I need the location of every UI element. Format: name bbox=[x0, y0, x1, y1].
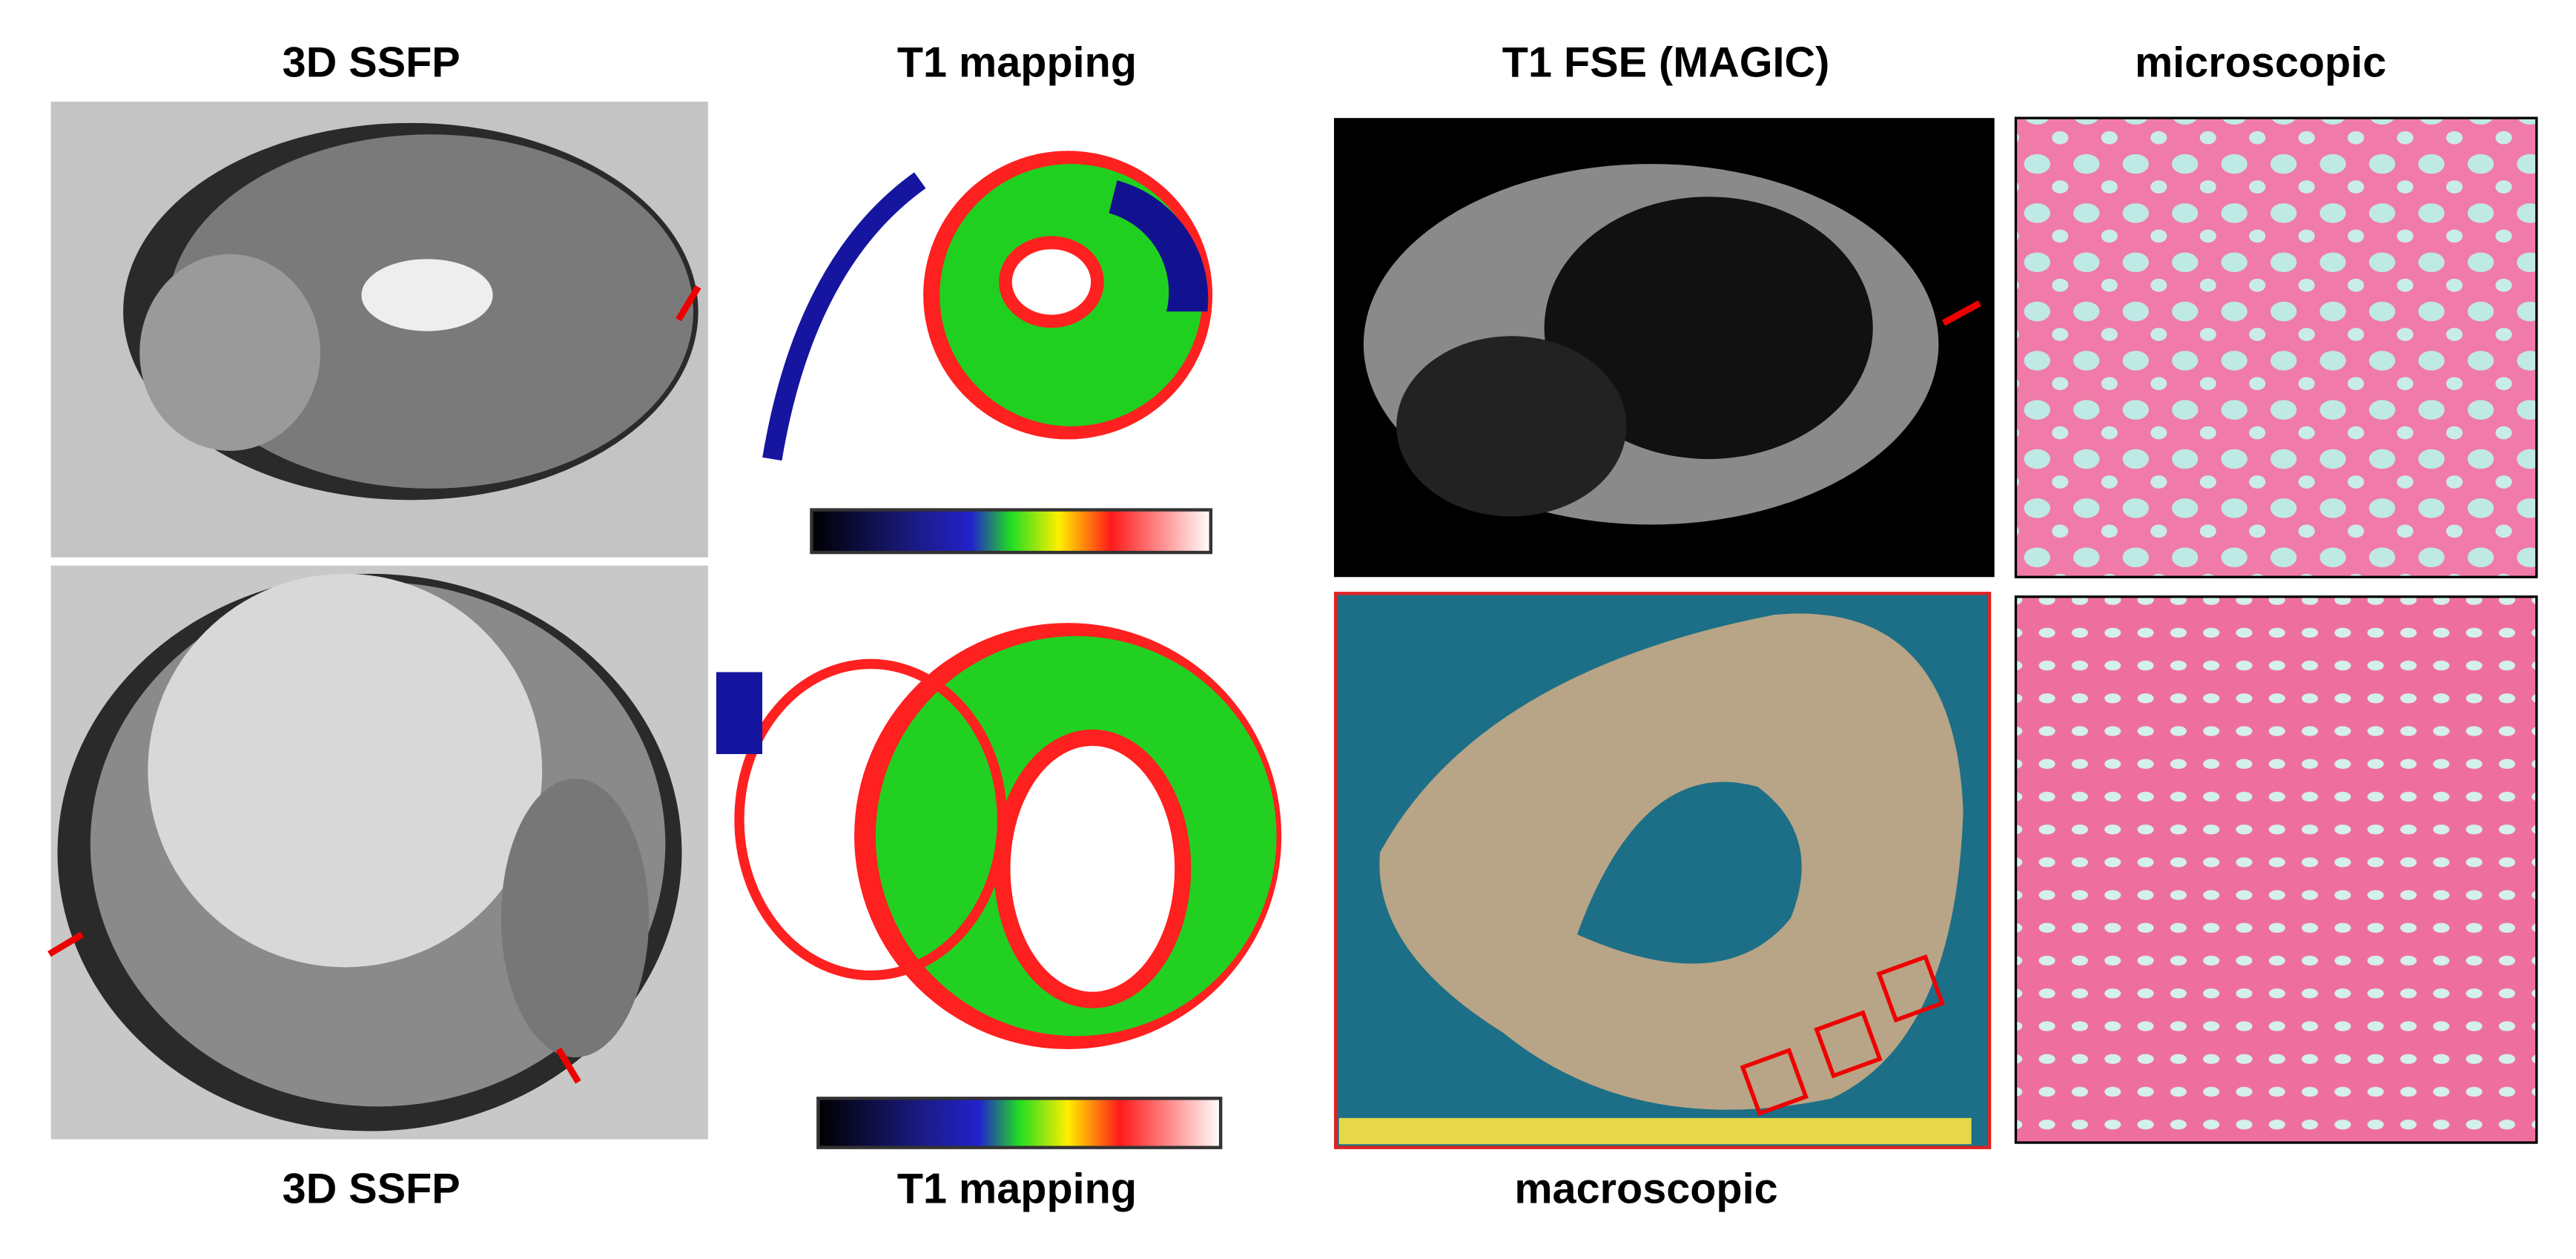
microscopic-top-image bbox=[2014, 116, 2538, 578]
t1-map-bottom-image bbox=[713, 609, 1290, 1149]
microscopic-bottom-image bbox=[2014, 595, 2538, 1144]
panel-label: 3D SSFP bbox=[283, 39, 460, 87]
panel-label: macroscopic bbox=[1514, 1166, 1777, 1213]
panel-label: 3D SSFP bbox=[283, 1166, 460, 1213]
panel-label: microscopic bbox=[2135, 39, 2386, 87]
t1-map-top-image bbox=[749, 102, 1216, 555]
panel-label: T1 mapping bbox=[897, 39, 1137, 87]
ssfp-bottom-image bbox=[47, 565, 708, 1140]
panel-label: T1 FSE (MAGIC) bbox=[1502, 39, 1830, 87]
ssfp-top-image bbox=[50, 102, 708, 558]
panel-label: T1 mapping bbox=[897, 1166, 1137, 1213]
magic-image bbox=[1334, 118, 1995, 578]
macroscopic-image bbox=[1334, 592, 1992, 1149]
